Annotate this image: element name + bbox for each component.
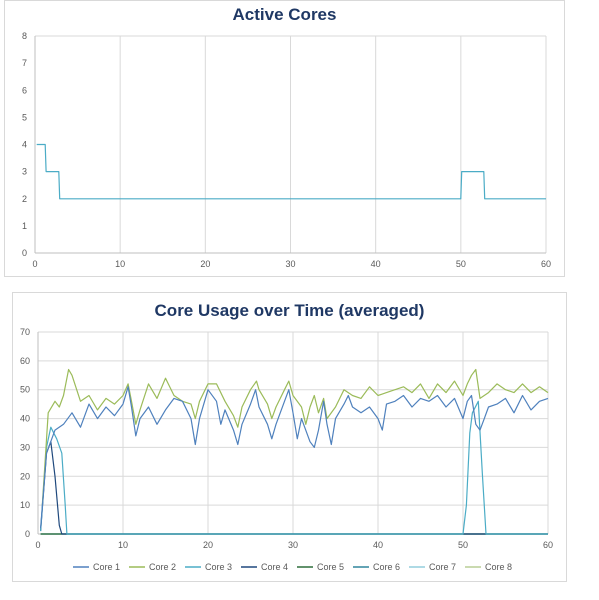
legend-label: Core 1 <box>93 562 120 572</box>
y-tick-label: 0 <box>25 529 30 539</box>
legend-label: Core 2 <box>149 562 176 572</box>
x-tick-label: 30 <box>288 540 298 550</box>
x-tick-label: 50 <box>456 259 466 269</box>
y-tick-label: 1 <box>22 221 27 231</box>
y-tick-label: 70 <box>20 327 30 337</box>
y-tick-label: 7 <box>22 58 27 68</box>
core-usage-plot: 0 10 20 30 40 50 60 70 0 10 20 30 40 50 60 Core 1 Core 2… <box>20 327 553 572</box>
y-tick-label: 30 <box>20 442 30 452</box>
y-tick-label: 8 <box>22 31 27 41</box>
x-tick-label: 10 <box>118 540 128 550</box>
y-tick-label: 4 <box>22 140 27 150</box>
x-tick-label: 20 <box>200 259 210 269</box>
legend-label: Core 4 <box>261 562 288 572</box>
y-tick-label: 60 <box>20 356 30 366</box>
legend-label: Core 3 <box>205 562 232 572</box>
legend-label: Core 7 <box>429 562 456 572</box>
y-tick-label: 3 <box>22 167 27 177</box>
series-line-core-3 <box>40 400 548 535</box>
series-line-core-1 <box>40 386 549 529</box>
x-tick-label: 20 <box>203 540 213 550</box>
core-usage-chart: Core Usage over Time (averaged) 0 10 20 30 4… <box>12 292 567 582</box>
y-tick-label: 2 <box>22 194 27 204</box>
y-tick-label: 10 <box>20 500 30 510</box>
x-tick-label: 60 <box>543 540 553 550</box>
legend-label: Core 8 <box>485 562 512 572</box>
y-tick-label: 20 <box>20 471 30 481</box>
active-cores-plot: 0 1 2 3 4 5 6 7 8 0 10 20 30 40 50 60 <box>22 31 551 269</box>
y-tick-label: 5 <box>22 112 27 122</box>
y-tick-label: 40 <box>20 414 30 424</box>
legend-label: Core 6 <box>373 562 400 572</box>
x-tick-label: 40 <box>373 540 383 550</box>
y-tick-label: 6 <box>22 85 27 95</box>
series-line-core-4 <box>40 441 548 535</box>
chart-title: Core Usage over Time (averaged) <box>154 301 425 320</box>
series-line-1 <box>36 143 546 200</box>
active-cores-chart: Active Cores 0 1 2 3 4 5 6 7 8 0 10 20 30 40 50 60 <box>4 0 565 277</box>
x-tick-label: 0 <box>35 540 40 550</box>
y-tick-label: 0 <box>22 248 27 258</box>
x-tick-label: 30 <box>285 259 295 269</box>
x-tick-label: 10 <box>115 259 125 269</box>
legend-label: Core 5 <box>317 562 344 572</box>
x-tick-label: 60 <box>541 259 551 269</box>
series-line-core-2 <box>41 368 549 506</box>
x-tick-label: 0 <box>32 259 37 269</box>
chart-title: Active Cores <box>232 5 337 24</box>
x-tick-label: 40 <box>371 259 381 269</box>
y-tick-label: 50 <box>20 385 30 395</box>
x-tick-label: 50 <box>458 540 468 550</box>
